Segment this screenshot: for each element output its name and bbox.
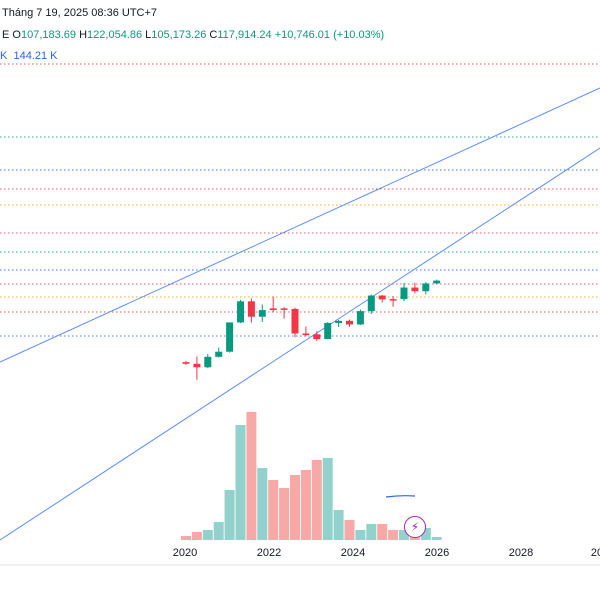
candle — [280, 307, 288, 319]
candle — [313, 331, 321, 341]
x-tick-label: 2020 — [173, 547, 197, 559]
candle — [335, 319, 343, 327]
candle-body — [367, 295, 375, 312]
candle — [378, 294, 386, 303]
candle — [237, 299, 244, 324]
volume-bar — [388, 530, 399, 540]
x-tick-label: 2026 — [425, 547, 449, 559]
x-tick-label: 2022 — [257, 547, 281, 559]
candle-body — [247, 301, 255, 317]
candle — [247, 298, 255, 323]
volume-bar — [344, 520, 355, 540]
candle — [367, 294, 375, 314]
candle-body — [324, 322, 332, 340]
candle — [204, 354, 212, 369]
candle — [433, 279, 441, 284]
candle — [411, 282, 419, 294]
candle-body — [258, 310, 266, 317]
candle-body — [335, 320, 343, 323]
volume-ma-line — [385, 495, 416, 498]
candle — [356, 309, 364, 326]
candle-body — [204, 356, 212, 368]
candle-body — [411, 287, 419, 292]
volume-bar — [181, 536, 191, 540]
volume-bar — [311, 460, 322, 540]
candle — [324, 322, 332, 340]
candlesticks — [182, 279, 441, 380]
volume-bar — [202, 530, 213, 540]
volume-bar — [322, 458, 333, 540]
candle-body — [378, 295, 386, 300]
candle-body — [313, 334, 321, 340]
x-tick-label: 2028 — [509, 547, 533, 559]
volume-bars — [181, 412, 442, 540]
candle-body — [215, 351, 223, 357]
volume-bar — [290, 475, 300, 540]
volume-bar — [377, 524, 388, 540]
candle — [389, 296, 397, 307]
volume-bar — [279, 488, 290, 540]
candle — [400, 283, 408, 302]
x-tick-label: 2024 — [341, 547, 365, 559]
volume-bar — [300, 470, 311, 540]
volume-bar — [224, 490, 235, 540]
volume-bar — [268, 480, 279, 540]
upper-trendline — [0, 87, 600, 363]
candle — [302, 326, 310, 337]
candle-body — [356, 311, 364, 325]
x-axis: 2020 2022 2024 2026 2028 20 — [0, 547, 600, 566]
candle-body — [182, 362, 190, 364]
candle-body — [280, 308, 288, 310]
volume-bar — [213, 522, 224, 540]
volume-bar — [366, 524, 377, 540]
lightning-bolt-icon[interactable]: ⚡ — [404, 516, 426, 538]
candle — [226, 322, 234, 353]
candle — [291, 307, 299, 338]
x-tick-label: 20 — [591, 547, 600, 559]
candle — [193, 356, 201, 380]
candle-body — [291, 308, 299, 334]
volume-bar — [235, 425, 246, 540]
candle-body — [193, 363, 201, 368]
volume-bar — [257, 468, 268, 540]
candle-body — [400, 287, 408, 300]
trendlines — [0, 87, 600, 541]
candle-body — [302, 333, 310, 336]
volume-bar — [420, 528, 431, 540]
candle — [346, 319, 353, 327]
candle-body — [346, 320, 353, 325]
volume-bar — [191, 532, 202, 540]
volume-bar — [333, 510, 344, 540]
candle-body — [237, 301, 244, 323]
volume-bar — [399, 530, 409, 540]
volume-bar — [431, 537, 442, 540]
volume-moving-average — [385, 495, 416, 498]
candle-body — [433, 280, 441, 284]
candle — [269, 296, 277, 313]
candle-body — [422, 283, 430, 292]
lower-trendline — [0, 147, 600, 541]
volume-bar — [246, 412, 257, 540]
candle — [422, 282, 430, 295]
candle — [215, 347, 223, 358]
candle-body — [226, 322, 234, 352]
candle — [182, 361, 190, 366]
candle-body — [269, 308, 277, 311]
candle — [258, 304, 266, 323]
volume-bar — [355, 530, 366, 540]
candle-body — [389, 299, 397, 301]
horizontal-levels — [0, 63, 600, 337]
